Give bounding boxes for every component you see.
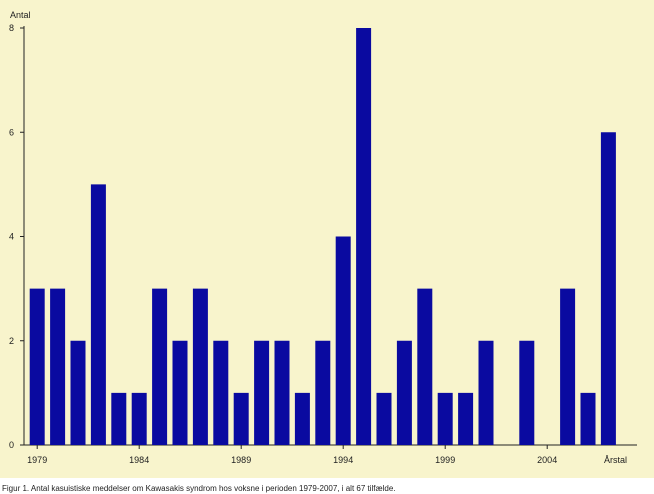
bar-1994: [335, 236, 351, 445]
chart-figure: Antal 0 2 4 6 8 1979 1984 1989 1994 1999 2004 Års…: [0, 0, 654, 478]
bar-2005: [560, 288, 576, 445]
y-tick-label: 8: [9, 23, 14, 33]
bar-1992: [294, 392, 310, 445]
bar-1990: [254, 340, 270, 445]
bar-2000: [458, 392, 474, 445]
y-tick-label: 4: [9, 232, 14, 242]
bar-1982: [90, 184, 106, 445]
bar-1984: [131, 392, 147, 445]
bar-2006: [580, 392, 596, 445]
y-tick-label: 6: [9, 127, 14, 137]
x-tick-label: 1999: [435, 455, 455, 465]
bar-chart: Antal 0 2 4 6 8 1979 1984 1989 1994 1999 2004 Års…: [9, 10, 637, 465]
bar-1999: [437, 392, 453, 445]
bar-1996: [376, 392, 392, 445]
x-tick-label: 1989: [231, 455, 251, 465]
x-tick-label: 2004: [537, 455, 557, 465]
bar-1989: [233, 392, 249, 445]
y-tick-label: 0: [9, 440, 14, 450]
bar-2001: [478, 340, 494, 445]
bar-1988: [213, 340, 229, 445]
x-axis-label: Årstal: [604, 455, 627, 465]
bar-1981: [70, 340, 86, 445]
bar-1985: [152, 288, 168, 445]
bar-1993: [315, 340, 331, 445]
x-tick-label: 1984: [129, 455, 149, 465]
bar-2007: [600, 132, 616, 445]
x-tick-label: 1979: [27, 455, 47, 465]
bar-1997: [396, 340, 412, 445]
bar-1980: [50, 288, 66, 445]
bar-1991: [274, 340, 290, 445]
bar-1995: [356, 28, 372, 445]
x-tick-label: 1994: [333, 455, 353, 465]
bar-1987: [192, 288, 208, 445]
y-axis-label: Antal: [10, 10, 31, 20]
bar-1983: [111, 392, 127, 445]
bar-1998: [417, 288, 433, 445]
bar-1986: [172, 340, 188, 445]
figure-caption: Figur 1. Antal kasuistiske meddelser om …: [2, 484, 396, 493]
y-tick-label: 2: [9, 336, 14, 346]
bar-1979: [29, 288, 45, 445]
bar-2003: [519, 340, 535, 445]
